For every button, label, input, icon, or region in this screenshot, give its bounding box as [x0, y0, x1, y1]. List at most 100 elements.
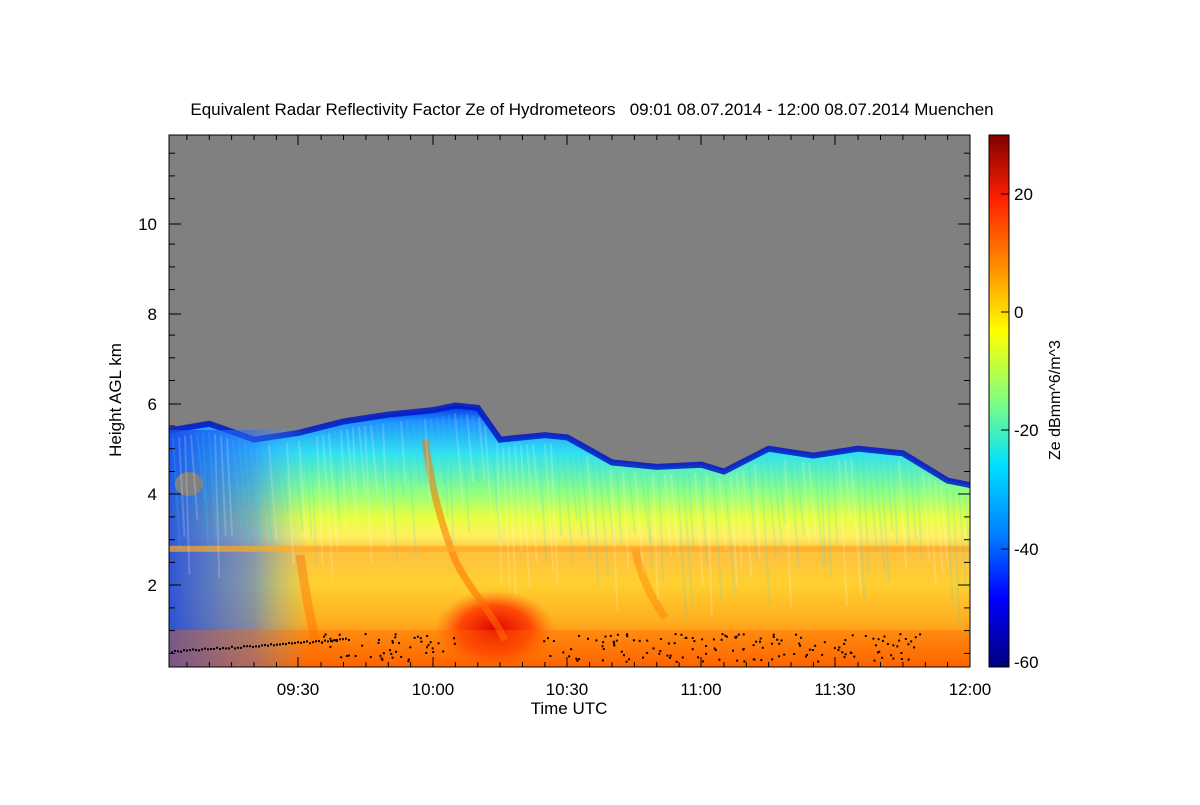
- cloud-base-dot: [907, 658, 910, 661]
- cloud-base-dot: [613, 642, 616, 645]
- cloud-base-dot: [264, 644, 266, 647]
- cloud-base-dot: [737, 633, 740, 636]
- cloud-base-dot: [570, 648, 573, 651]
- plot-frame: [168, 134, 971, 668]
- cloud-base-dot: [576, 659, 579, 662]
- cloud-base-dot: [761, 646, 764, 649]
- streak-line: [892, 460, 899, 544]
- streak-line: [922, 473, 931, 562]
- streak-line: [868, 457, 878, 552]
- streak-line: [616, 470, 623, 546]
- streak-line: [556, 444, 563, 538]
- cloud-base-dot: [416, 635, 419, 638]
- y-tick-label: 2: [148, 576, 157, 595]
- cloud-base-dot: [669, 654, 672, 657]
- cloud-base-dot: [795, 633, 797, 636]
- streak-line: [952, 489, 961, 628]
- cloud-base-dot: [890, 654, 893, 657]
- streak-line: [838, 459, 848, 607]
- cloud-base-dot: [680, 633, 683, 636]
- streak-line: [562, 444, 574, 565]
- streak-line: [448, 414, 455, 543]
- streak-line: [862, 457, 870, 573]
- streak-line: [424, 418, 432, 506]
- cloud-base-dot: [348, 639, 350, 641]
- cloud-base-dot: [778, 655, 781, 658]
- cloud-base-dot: [778, 642, 781, 645]
- cloud-base-dot: [219, 648, 221, 651]
- cloud-base-dot: [409, 646, 412, 649]
- cloud-base-dot: [712, 638, 715, 641]
- streak-line: [316, 436, 324, 566]
- streak-line: [634, 472, 645, 574]
- cloud-base-dot: [378, 638, 380, 641]
- cloud-base-dot: [398, 642, 400, 645]
- cloud-base-dot: [864, 635, 867, 637]
- cloud-base-dot: [347, 654, 350, 657]
- streak-line: [550, 443, 559, 584]
- cloud-base-dot: [705, 645, 708, 647]
- streak-line: [178, 436, 186, 537]
- cloud-base-dot: [613, 644, 616, 647]
- cloud-base-dot: [364, 633, 367, 636]
- cloud-base-dot: [844, 639, 847, 642]
- cloud-base-dot: [625, 660, 628, 663]
- cloud-base-dot: [329, 645, 332, 648]
- streak-line: [880, 459, 891, 583]
- streak-line: [364, 426, 373, 565]
- streak-line: [346, 428, 357, 513]
- cloud-base-dot: [691, 648, 694, 651]
- streak-line: [334, 431, 341, 521]
- streak-line: [778, 458, 786, 523]
- cloud-base-dot: [552, 640, 555, 642]
- cloud-base-dot: [407, 658, 410, 661]
- cloud-base-dot: [720, 638, 723, 641]
- no-echo-gap: [175, 472, 203, 496]
- cloud-base-dot: [288, 641, 290, 644]
- cloud-base-dot: [843, 642, 846, 645]
- streak-line: [394, 421, 405, 498]
- cloud-base-dot: [189, 649, 191, 652]
- cloud-base-dot: [237, 646, 239, 649]
- cloud-base-dot: [604, 635, 607, 638]
- cloud-base-dot: [345, 655, 348, 657]
- streak-line: [898, 460, 908, 569]
- streak-line: [208, 431, 218, 536]
- cloud-base-dot: [732, 649, 734, 652]
- streak-line: [640, 473, 652, 543]
- cloud-base-dot: [609, 634, 612, 637]
- cloud-base-dot: [225, 647, 227, 650]
- cloud-base-dot: [776, 638, 779, 641]
- streak-line: [676, 473, 688, 620]
- streak-line: [430, 418, 437, 494]
- chart-title: Equivalent Radar Reflectivity Factor Ze …: [190, 100, 993, 119]
- streak-line: [688, 473, 695, 553]
- streak-line: [340, 430, 348, 526]
- streak-line: [454, 413, 465, 505]
- cloud-base-dot: [426, 646, 428, 649]
- y-minor-ticks: [169, 152, 970, 654]
- streak-line: [946, 488, 954, 604]
- streak-line: [748, 466, 758, 562]
- cloud-base-markers: [171, 633, 922, 663]
- cloud-base-dot: [231, 645, 233, 648]
- cloud-base-dot: [427, 644, 430, 647]
- cloud-base-dot: [249, 645, 251, 648]
- x-tick: 12:00: [949, 135, 991, 699]
- cloud-base-dot: [843, 656, 846, 659]
- cloud-base-dot: [174, 649, 176, 652]
- cloud-base-dot: [693, 640, 696, 643]
- streak-line: [844, 458, 851, 520]
- cloud-base-dot: [874, 644, 877, 647]
- cloud-base-dot: [646, 651, 649, 654]
- streak-line: [856, 456, 866, 600]
- cloud-base-dot: [279, 643, 281, 646]
- cloud-base-dot: [652, 647, 655, 650]
- cloud-base-dot: [294, 642, 296, 644]
- cloud-base-dot: [303, 641, 305, 644]
- streak-line: [370, 425, 379, 497]
- cloud-base-dot: [914, 636, 917, 639]
- streak-line: [418, 419, 427, 486]
- cloud-base-dot: [420, 640, 423, 643]
- cloud-base-dot: [913, 646, 916, 649]
